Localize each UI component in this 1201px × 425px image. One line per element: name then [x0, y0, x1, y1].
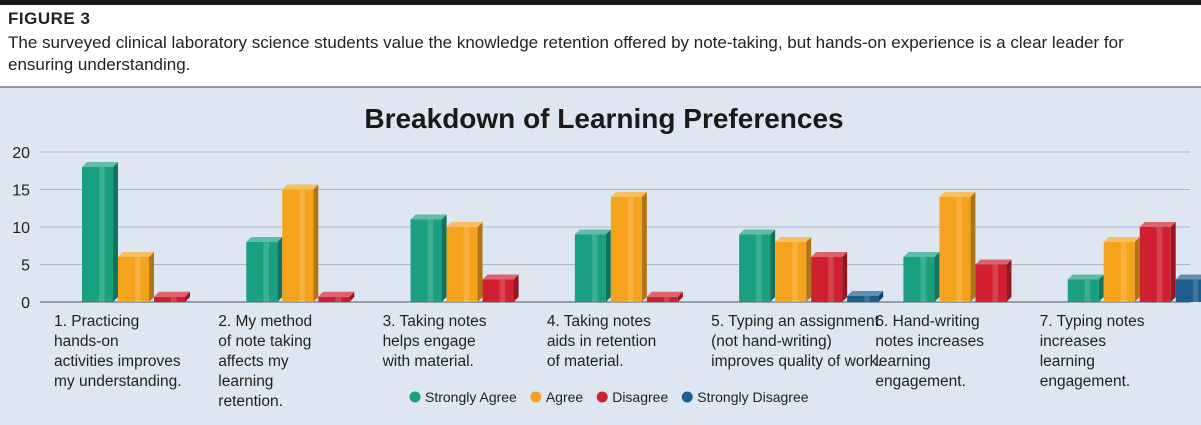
bar-agree-7	[1103, 237, 1140, 302]
bar-agree-5	[775, 237, 812, 302]
svg-text:Strongly Disagree: Strongly Disagree	[697, 389, 808, 405]
bar-strongly-agree-2	[246, 237, 283, 302]
svg-text:Strongly Agree: Strongly Agree	[425, 389, 517, 405]
bar-agree-6	[939, 192, 976, 302]
y-tick-label: 5	[21, 258, 30, 275]
category-label-6: 6. Hand-writing notes increases learning en…	[875, 313, 984, 390]
svg-text:Disagree: Disagree	[612, 389, 668, 405]
bar-strongly-agree-7	[1067, 274, 1104, 302]
y-tick-label: 15	[12, 183, 30, 200]
legend-item-strongly-disagree: Strongly Disagree	[681, 389, 809, 405]
bar-disagree-6	[975, 259, 1012, 302]
category-label-2: 2. My method of note taking affects my lear…	[218, 313, 312, 410]
figure-label: FIGURE 3	[8, 9, 91, 28]
legend-item-agree: Agree	[530, 389, 583, 405]
bar-chart: Breakdown of Learning Preferences 0 5 10 15…	[12, 103, 1201, 410]
bar-strongly-disagree-5	[847, 291, 884, 302]
svg-text:Agree: Agree	[546, 389, 584, 405]
bar-strongly-agree-1	[82, 162, 118, 302]
legend: Strongly Agree Agree Disagree Strongly Disa…	[409, 389, 809, 405]
top-rule	[0, 0, 1201, 5]
y-axis-ticks: 0 5 10 15 20	[12, 145, 30, 312]
bar-disagree-1	[154, 291, 190, 302]
bars	[82, 162, 1201, 302]
legend-item-disagree: Disagree	[596, 389, 668, 405]
category-label-5: 5. Typing an assignment (not hand-writing…	[711, 313, 882, 370]
bar-disagree-5	[811, 252, 848, 302]
bar-agree-3	[446, 222, 483, 302]
bar-strongly-agree-6	[903, 252, 940, 302]
chart-panel: Breakdown of Learning Preferences 0 5 10 15…	[0, 86, 1201, 425]
bar-disagree-4	[646, 291, 683, 302]
category-label-7: 7. Typing notes increases learning engageme…	[1040, 313, 1145, 390]
category-labels: 1. Practicing hands-on activities improves…	[54, 313, 1145, 410]
figure-caption: The surveyed clinical laboratory science…	[8, 33, 1124, 74]
bar-strongly-agree-3	[410, 214, 447, 302]
y-tick-label: 10	[12, 220, 30, 237]
chart-title: Breakdown of Learning Preferences	[364, 103, 843, 134]
category-label-1: 1. Practicing hands-on activities improves…	[54, 313, 182, 390]
category-label-4: 4. Taking notes aids in retention of mater…	[547, 313, 656, 370]
category-label-3: 3. Taking notes helps engage with material…	[382, 313, 487, 370]
bar-strongly-disagree-7	[1175, 274, 1201, 302]
bar-agree-4	[610, 192, 647, 302]
bar-strongly-agree-4	[574, 229, 611, 302]
bar-agree-2	[282, 184, 319, 302]
y-tick-label: 20	[12, 145, 30, 162]
bar-agree-1	[118, 252, 154, 302]
bar-strongly-agree-5	[739, 229, 776, 302]
bar-disagree-3	[482, 274, 519, 302]
legend-item-strongly-agree: Strongly Agree	[409, 389, 517, 405]
y-tick-label: 0	[21, 295, 30, 312]
bar-disagree-2	[318, 291, 355, 302]
bar-disagree-7	[1139, 222, 1176, 302]
